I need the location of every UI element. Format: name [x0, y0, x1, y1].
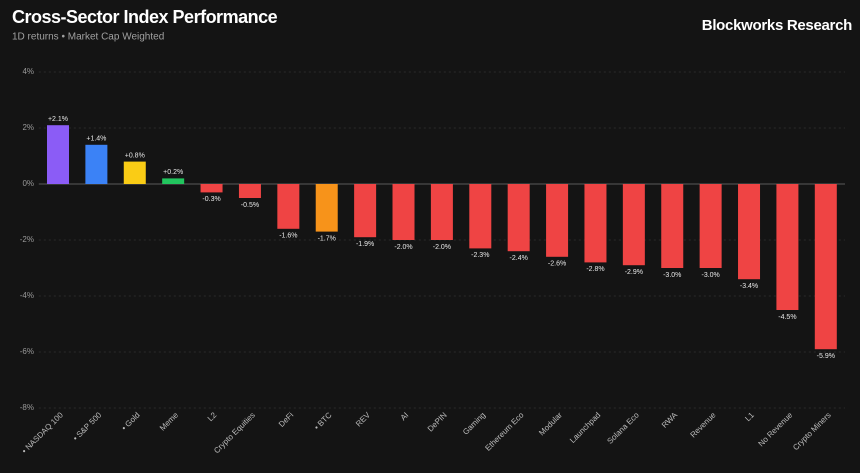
- x-tick-label: • NASDAQ 100: [20, 410, 65, 455]
- y-tick-label: -8%: [20, 403, 34, 412]
- value-label: -1.7%: [318, 235, 336, 242]
- x-tick-label: Revenue: [689, 410, 718, 439]
- x-tick-label: • S&P 500: [71, 410, 104, 443]
- bar: [123, 161, 146, 184]
- bar: [546, 184, 569, 257]
- x-tick-label: Meme: [158, 410, 180, 432]
- bar: [699, 184, 722, 268]
- value-label: +0.8%: [125, 152, 145, 159]
- value-label: -2.0%: [433, 244, 451, 251]
- x-tick-label: • BTC: [312, 410, 333, 431]
- value-label: +2.1%: [48, 116, 68, 123]
- value-label: -2.8%: [586, 266, 604, 273]
- value-label: -4.5%: [778, 314, 796, 321]
- value-label: -2.4%: [510, 255, 528, 262]
- bar: [85, 144, 108, 184]
- value-label: -2.0%: [394, 244, 412, 251]
- x-tick-label: AI: [399, 411, 411, 423]
- x-tick-label: Crypto Equities: [212, 411, 257, 456]
- value-label: -3.4%: [740, 283, 758, 290]
- x-tick-label: Gaming: [461, 411, 487, 437]
- bar: [315, 184, 338, 232]
- value-label: -0.3%: [202, 196, 220, 203]
- y-tick-label: 4%: [22, 67, 34, 76]
- bar: [469, 184, 492, 249]
- y-tick-label: -2%: [20, 235, 34, 244]
- chart-subtitle: 1D returns • Market Cap Weighted: [12, 32, 164, 43]
- chart-title: Cross-Sector Index Performance: [12, 7, 278, 27]
- x-tick-label: DeFi: [277, 410, 295, 428]
- x-tick-label: No Revenue: [757, 410, 795, 448]
- x-tick-label: Ethereum Eco: [483, 410, 526, 453]
- bar: [507, 184, 530, 252]
- x-tick-label: RWA: [660, 410, 680, 430]
- bar: [46, 125, 69, 184]
- y-tick-label: -6%: [20, 347, 34, 356]
- x-tick-label: Modular: [537, 410, 564, 437]
- bar: [776, 184, 799, 310]
- x-tick-label: Launchpad: [568, 411, 602, 445]
- bar: [584, 184, 607, 263]
- value-label: +0.2%: [163, 169, 183, 176]
- value-label: +1.4%: [86, 136, 106, 143]
- bar: [392, 184, 415, 240]
- x-tick-label: REV: [354, 410, 372, 428]
- x-tick-label: L1: [743, 410, 756, 423]
- bar: [200, 184, 223, 193]
- bar: [354, 184, 377, 238]
- source-label: Blockworks Research: [702, 17, 852, 34]
- bar: [430, 184, 453, 240]
- value-label: -2.6%: [548, 261, 566, 268]
- bar: [238, 184, 261, 198]
- bar: [661, 184, 684, 268]
- bar: [162, 178, 185, 184]
- value-label: -3.0%: [663, 272, 681, 279]
- value-label: -1.6%: [279, 233, 297, 240]
- y-tick-label: 2%: [22, 123, 34, 132]
- bar: [622, 184, 645, 266]
- bar: [738, 184, 761, 280]
- x-tick-label: DePIN: [426, 410, 449, 433]
- x-tick-label: Crypto Miners: [791, 411, 833, 453]
- value-label: -5.9%: [817, 353, 835, 360]
- value-label: -3.0%: [701, 272, 719, 279]
- value-label: -2.9%: [625, 269, 643, 276]
- value-label: -0.5%: [241, 202, 259, 209]
- x-tick-label: L2: [206, 410, 219, 423]
- value-label: -1.9%: [356, 241, 374, 248]
- value-label: -2.3%: [471, 252, 489, 259]
- y-tick-label: -4%: [20, 291, 34, 300]
- x-tick-label: • Gold: [120, 411, 142, 433]
- x-tick-label: Solana Eco: [605, 410, 641, 446]
- bar: [814, 184, 837, 350]
- y-tick-label: 0%: [22, 179, 34, 188]
- bar: [277, 184, 300, 229]
